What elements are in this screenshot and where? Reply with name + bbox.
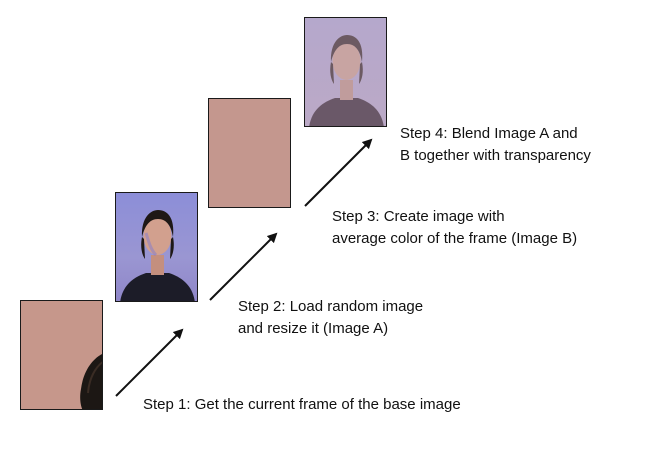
arrow-step1-to-step2 [116, 330, 182, 396]
step3-caption-line1: Step 3: Create image with [332, 206, 577, 228]
step4-caption-line2: B together with transparency [400, 145, 591, 167]
arrow-step3-to-step4 [305, 140, 371, 206]
step3-caption-line2: average color of the frame (Image B) [332, 228, 577, 250]
step2-caption-line1: Step 2: Load random image [238, 296, 423, 318]
step4-caption: Step 4: Blend Image A and B together wit… [400, 123, 591, 167]
step1-caption: Step 1: Get the current frame of the bas… [143, 394, 461, 416]
step2-caption-line2: and resize it (Image A) [238, 318, 423, 340]
step3-caption: Step 3: Create image with average color … [332, 206, 577, 250]
arrow-step2-to-step3 [210, 234, 276, 300]
step2-caption: Step 2: Load random image and resize it … [238, 296, 423, 340]
step1-caption-line1: Step 1: Get the current frame of the bas… [143, 394, 461, 416]
step4-caption-line1: Step 4: Blend Image A and [400, 123, 591, 145]
